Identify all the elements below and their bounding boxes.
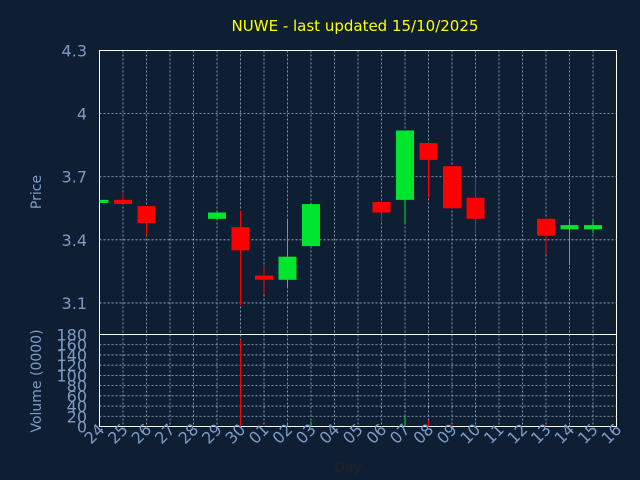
volume-tick-label: 160 — [56, 336, 87, 355]
candle-body — [208, 212, 226, 219]
candle-body — [560, 225, 579, 230]
volume-tick-label: 20 — [67, 407, 87, 426]
volume-tick-label: 80 — [67, 377, 87, 396]
candle-body — [396, 130, 414, 200]
candle-body — [302, 204, 320, 247]
price-tick-label: 4.3 — [62, 42, 87, 61]
x-axis-label: Day — [334, 460, 362, 476]
chart-title: NUWE - last updated 15/10/2025 — [232, 17, 479, 35]
volume-bars — [146, 339, 594, 427]
volume-axis-label: Volume (0000) — [29, 329, 45, 432]
price-tick-label: 3.1 — [62, 294, 87, 313]
candle-body — [419, 143, 438, 160]
candle-body — [231, 227, 250, 251]
volume-tick-label: 180 — [56, 326, 87, 345]
grid-lines — [99, 50, 617, 427]
candle-body — [137, 206, 156, 224]
candle-body — [278, 256, 297, 280]
volume-tick-label: 60 — [67, 387, 87, 406]
volume-tick-label: 100 — [56, 366, 87, 385]
price-tick-label: 3.4 — [62, 231, 87, 250]
candle-body — [584, 225, 602, 230]
price-axis-label: Price — [29, 175, 45, 209]
volume-tick-label: 0 — [77, 418, 87, 437]
volume-tick-label: 40 — [67, 397, 87, 416]
price-tick-label: 3.7 — [62, 168, 87, 187]
price-tick-label: 4 — [77, 105, 87, 124]
candle-body — [466, 197, 485, 219]
price-tick-labels: 4.3 4 3.7 3.4 3.1 — [62, 42, 87, 313]
candle-body — [443, 166, 461, 209]
volume-tick-label: 120 — [56, 356, 87, 375]
candle-body — [99, 199, 109, 203]
candle-body — [255, 275, 273, 280]
x-tick-labels: 2425262728293001020304050607080910111213… — [80, 420, 625, 448]
candles — [99, 130, 602, 306]
candle-body — [537, 218, 555, 236]
candle-body — [372, 201, 391, 213]
x-tick-label: 16 — [597, 420, 625, 448]
volume-tick-label: 140 — [56, 346, 87, 365]
candle-body — [114, 199, 132, 205]
